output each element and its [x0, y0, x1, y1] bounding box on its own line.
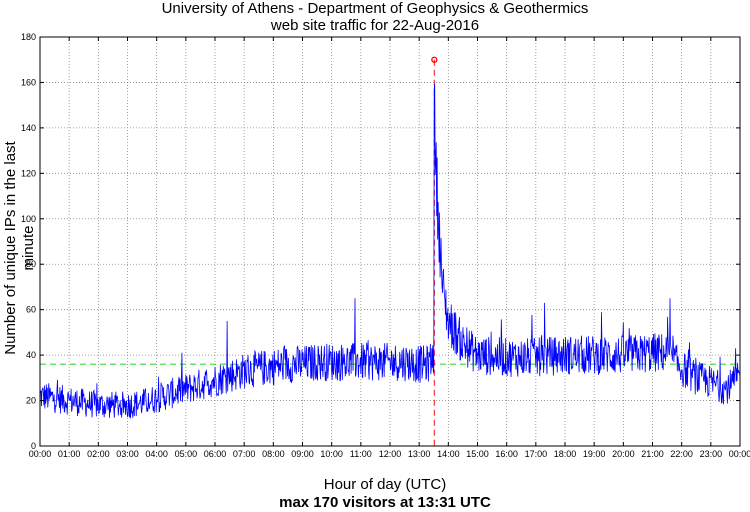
- y-tick-label: 180: [21, 32, 36, 42]
- x-tick-label: 13:00: [408, 449, 431, 459]
- max-point-marker: [431, 56, 438, 63]
- x-tick-label: 10:00: [320, 449, 343, 459]
- x-tick-label: 19:00: [583, 449, 606, 459]
- x-tick-label: 17:00: [525, 449, 548, 459]
- x-tick-label: 23:00: [700, 449, 723, 459]
- x-tick-label: 20:00: [612, 449, 635, 459]
- plot-frame: [39, 36, 741, 447]
- x-tick-label: 05:00: [175, 449, 198, 459]
- x-tick-label: 15:00: [466, 449, 489, 459]
- x-tick-label: 02:00: [87, 449, 110, 459]
- x-tick-label: 16:00: [495, 449, 518, 459]
- x-tick-label: 06:00: [204, 449, 227, 459]
- y-tick-label: 100: [21, 214, 36, 224]
- max-visitors-caption: max 170 visitors at 13:31 UTC: [279, 494, 491, 511]
- x-tick-label: 07:00: [233, 449, 256, 459]
- y-tick-label: 160: [21, 77, 36, 87]
- x-tick-label: 11:00: [350, 449, 372, 459]
- series-layer: [39, 83, 741, 419]
- y-tick-label: 140: [21, 123, 36, 133]
- x-tick-label: 09:00: [291, 449, 314, 459]
- x-tick-label: 08:00: [262, 449, 285, 459]
- y-tick-label: 0: [31, 441, 36, 451]
- x-tick-label: 04:00: [145, 449, 168, 459]
- x-tick-label: 00:00: [729, 449, 750, 459]
- y-tick-label: 80: [26, 259, 36, 269]
- chart-title-line1: University of Athens - Department of Geo…: [161, 0, 589, 17]
- x-tick-label: 03:00: [116, 449, 139, 459]
- x-tick-label: 18:00: [554, 449, 577, 459]
- x-tick-label: 12:00: [379, 449, 402, 459]
- grid: [40, 37, 740, 446]
- x-tick-label: 01:00: [58, 449, 81, 459]
- x-tick-label: 22:00: [670, 449, 693, 459]
- x-tick-label: 21:00: [641, 449, 664, 459]
- y-tick-label: 20: [26, 396, 36, 406]
- max-marker-layer: [431, 56, 438, 63]
- y-tick-label: 40: [26, 350, 36, 360]
- y-tick-label: 60: [26, 305, 36, 315]
- x-axis-label: Hour of day (UTC): [323, 476, 447, 493]
- y-tick-label: 120: [21, 168, 36, 178]
- x-tick-label: 14:00: [437, 449, 460, 459]
- x-tick-label: 00:00: [29, 449, 52, 459]
- traffic-series-line: [39, 83, 741, 419]
- axes: 00:00 01:00 02:00 03:00 04:00 05:00 06:00 07:00…: [21, 32, 750, 459]
- chart-title-line2: web site traffic for 22-Aug-2016: [270, 17, 480, 34]
